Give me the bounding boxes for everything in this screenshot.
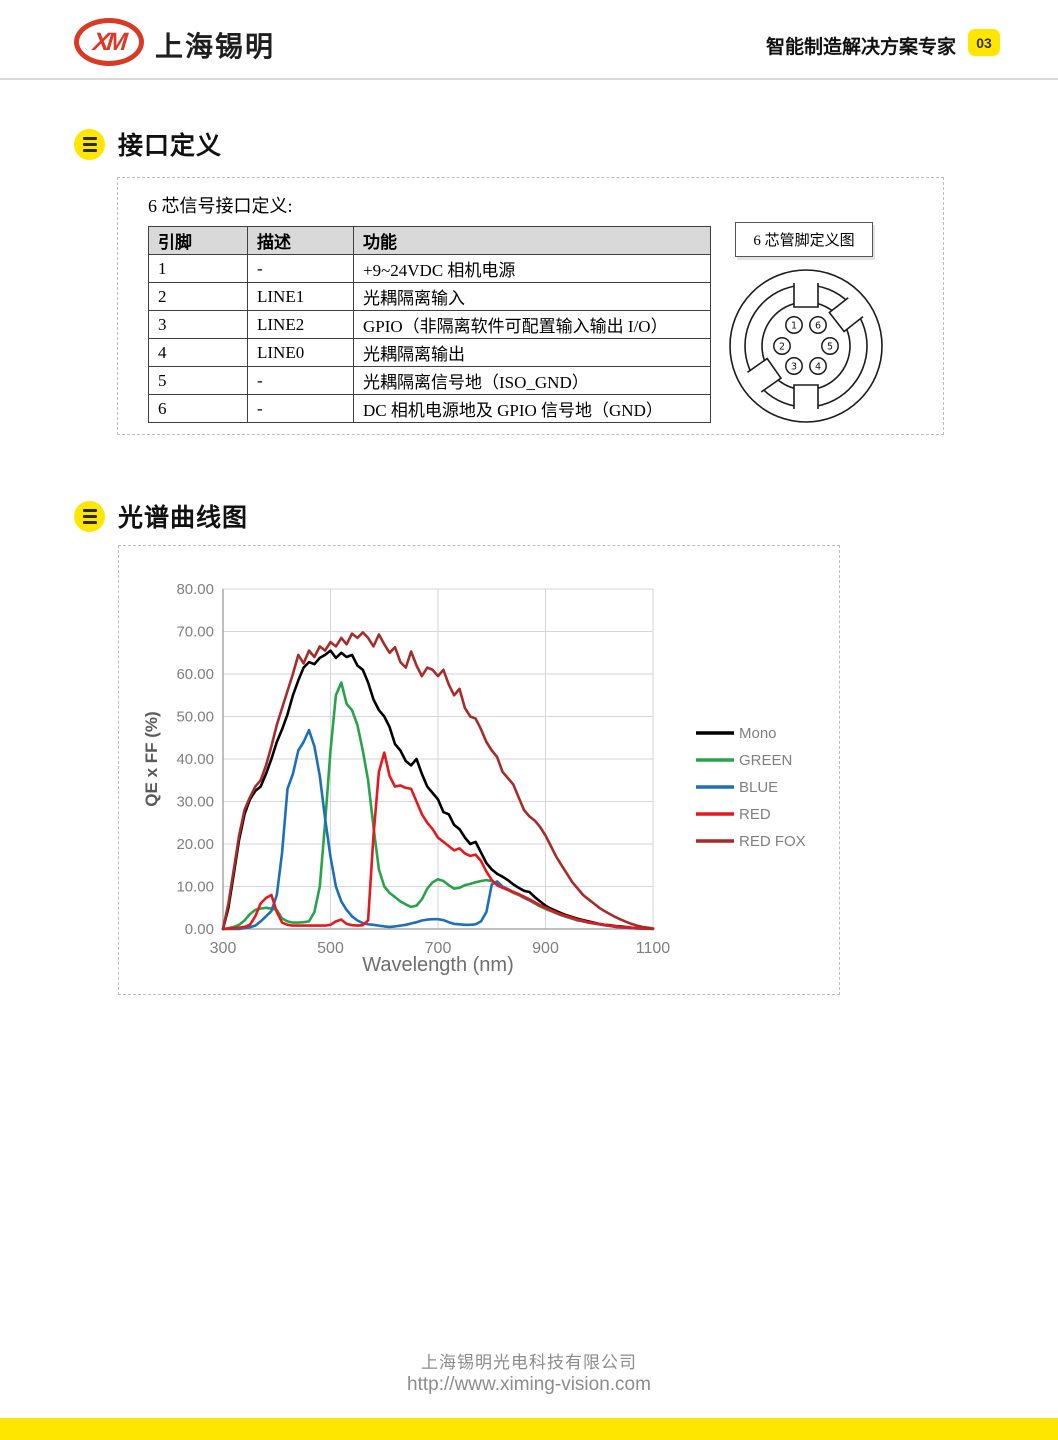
table-row: 5- 光耦隔离信号地（ISO_GND）: [148, 366, 711, 395]
legend-label: GREEN: [739, 752, 792, 769]
pin-3: 3: [785, 357, 803, 375]
legend-label: Mono: [739, 725, 777, 742]
pin-1: 1: [785, 316, 803, 334]
pin-table-cell: 3: [148, 310, 248, 339]
section-interface-header: 接口定义: [74, 126, 222, 162]
connector-key-tabs: [747, 283, 864, 409]
y-tick-label: 20.00: [176, 836, 214, 853]
connector-caption: 6 芯管脚定义图: [735, 222, 873, 257]
pin-table-cell: LINE0: [247, 338, 354, 367]
pin-table-cell: +9~24VDC 相机电源: [353, 254, 711, 283]
pin-table-header: 引脚: [148, 226, 248, 255]
series-red-fox: [221, 631, 655, 931]
pin-6: 6: [809, 316, 827, 334]
series-red: [221, 751, 655, 931]
y-tick-label: 70.00: [176, 624, 214, 641]
pin-2: 2: [773, 337, 791, 355]
svg-text:3: 3: [791, 362, 797, 373]
x-tick-label: 300: [210, 940, 237, 957]
brand-name: 上海锡明: [155, 31, 276, 62]
pin-table-header: 功能: [353, 226, 711, 255]
x-tick-label: 500: [317, 940, 344, 957]
table-row: 1- +9~24VDC 相机电源: [148, 254, 711, 283]
table-row: 6- DC 相机电源地及 GPIO 信号地（GND）: [148, 394, 711, 423]
page-number-badge: 03: [968, 29, 1000, 56]
pin-table-caption: 6 芯信号接口定义:: [148, 196, 293, 216]
logo-xm-text: XM: [91, 27, 127, 56]
pin-table-cell: LINE1: [247, 282, 354, 311]
pin-table-cell: 2: [148, 282, 248, 311]
interface-panel: 6 芯信号接口定义: 引脚 描述 功能 1- +9~24VDC 相机电源 2 LINE1 光耦…: [117, 177, 944, 435]
svg-text:1: 1: [791, 321, 797, 332]
header-divider: [0, 78, 1058, 80]
pin-table-cell: 光耦隔离输入: [353, 282, 711, 311]
spectral-chart-panel: 0.00 10.00 20.00 30.00 40.00 50.00 60.00 70.00 8…: [118, 545, 840, 995]
pin-table-cell: LINE2: [247, 310, 354, 339]
pin-table-cell: -: [247, 366, 354, 395]
connector-diagram: 1 6 2 5 3 4: [729, 269, 883, 423]
legend-label: RED: [739, 806, 771, 823]
menu-icon: [74, 500, 105, 532]
table-row: 2 LINE1 光耦隔离输入: [148, 282, 711, 311]
x-axis-title: Wavelength (nm): [362, 954, 514, 976]
x-tick-label: 700: [425, 940, 452, 957]
svg-text:4: 4: [815, 362, 821, 373]
pin-table-cell: -: [247, 394, 354, 423]
y-tick-label: 40.00: [176, 751, 214, 768]
pin-table-cell: 光耦隔离输出: [353, 338, 711, 367]
bottom-accent-bar: [0, 1418, 1058, 1440]
spectral-chart: 0.00 10.00 20.00 30.00 40.00 50.00 60.00 70.00 8…: [142, 581, 806, 976]
x-tick-label: 900: [532, 940, 559, 957]
svg-text:5: 5: [827, 342, 833, 353]
pin-table-cell: DC 相机电源地及 GPIO 信号地（GND）: [353, 394, 711, 423]
y-tick-label: 50.00: [176, 709, 214, 726]
table-row: 4 LINE0 光耦隔离输出: [148, 338, 711, 367]
pin-table-cell: 光耦隔离信号地（ISO_GND）: [353, 366, 711, 395]
section-title-spectral: 光谱曲线图: [118, 504, 249, 532]
y-tick-label: 10.00: [176, 879, 214, 896]
pin-4: 4: [809, 357, 827, 375]
menu-icon: [74, 128, 105, 160]
pin-table-cell: 5: [148, 366, 248, 395]
brand-logo: XM: [74, 18, 144, 66]
y-tick-label: 80.00: [176, 581, 214, 598]
pin-table-cell: -: [247, 254, 354, 283]
section-spectral-header: 光谱曲线图: [74, 498, 248, 534]
svg-text:2: 2: [779, 342, 785, 353]
svg-text:6: 6: [815, 321, 821, 332]
legend-label: BLUE: [739, 779, 778, 796]
pin-table-cell: 6: [148, 394, 248, 423]
pin-table-cell: 4: [148, 338, 248, 367]
connector-pins: 1 6 2 5 3 4: [773, 316, 839, 375]
legend-label: RED FOX: [739, 833, 806, 850]
footer-url: http://www.ximing-vision.com: [407, 1374, 651, 1395]
pin-table-cell: 1: [148, 254, 248, 283]
y-axis-title: QE x FF (%): [142, 711, 161, 806]
footer-company: 上海锡明光电科技有限公司: [421, 1353, 637, 1372]
pin-5: 5: [821, 337, 839, 355]
x-tick-label: 1100: [636, 940, 671, 957]
pin-table: 引脚 描述 功能 1- +9~24VDC 相机电源 2 LINE1 光耦隔离输入 3 LINE2 G…: [148, 226, 711, 423]
pin-table-header-row: 引脚 描述 功能: [148, 226, 711, 255]
y-tick-label: 30.00: [176, 794, 214, 811]
section-title-interface: 接口定义: [118, 132, 223, 160]
table-row: 3 LINE2 GPIO（非隔离软件可配置输入输出 I/O）: [148, 310, 711, 339]
pin-table-cell: GPIO（非隔离软件可配置输入输出 I/O）: [353, 310, 711, 339]
y-tick-label: 0.00: [185, 921, 214, 938]
header-tagline: 智能制造解决方案专家: [765, 37, 956, 58]
y-tick-label: 60.00: [176, 666, 214, 683]
pin-table-header: 描述: [247, 226, 354, 255]
